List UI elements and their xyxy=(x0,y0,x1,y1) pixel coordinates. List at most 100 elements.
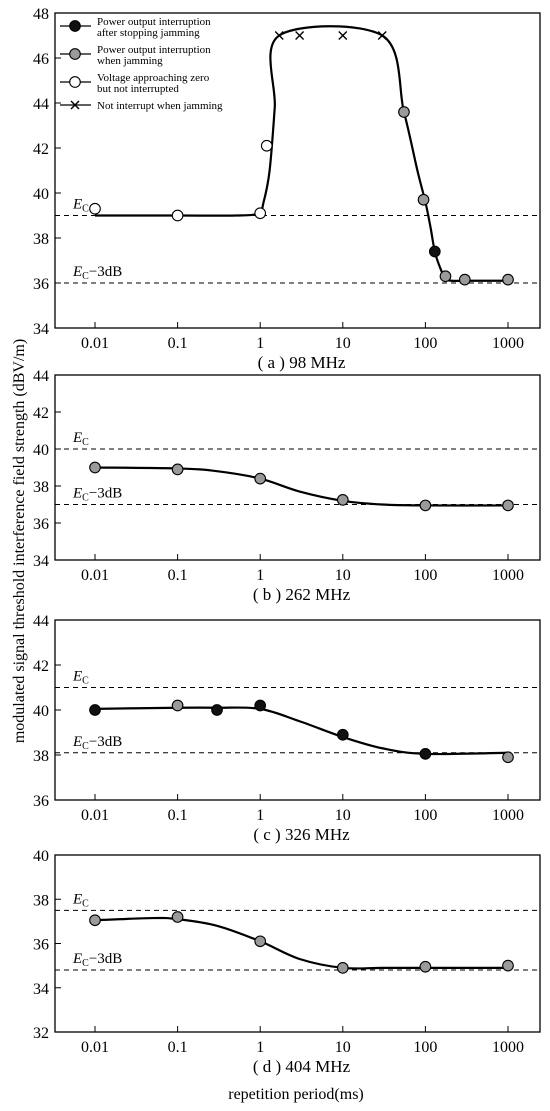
data-point-after-stop xyxy=(419,748,432,760)
y-tick-label: 40 xyxy=(33,186,49,203)
legend-marker-not-interrupt xyxy=(70,100,80,110)
legend-marker-after-stop xyxy=(69,20,81,32)
legend-text: Power output interruption xyxy=(97,16,211,28)
data-point-when-jam xyxy=(502,751,514,764)
ec-label: EC xyxy=(72,669,89,687)
series-curve xyxy=(94,916,508,970)
x-tick-label: 1000 xyxy=(492,1039,524,1056)
y-tick-label: 40 xyxy=(33,848,49,865)
x-axis-label: repetition period(ms) xyxy=(228,1086,364,1103)
x-tick-label: 100 xyxy=(413,335,437,352)
data-point-after-stop xyxy=(428,245,441,258)
data-point-near-zero xyxy=(89,202,101,215)
y-tick-label: 44 xyxy=(33,96,49,113)
data-point-when-jam xyxy=(439,270,452,283)
data-point-when-jam xyxy=(458,273,471,286)
y-tick-label: 42 xyxy=(33,658,49,675)
panel-subtitle: ( b ) 262 MHz xyxy=(253,585,351,604)
y-tick-label: 34 xyxy=(33,981,49,998)
ec-3db-label: EC−3dB xyxy=(72,951,122,969)
ec-3db-label: EC−3dB xyxy=(72,486,122,504)
y-tick-label: 34 xyxy=(33,553,49,570)
series-curve xyxy=(94,706,509,756)
y-tick-label: 38 xyxy=(33,231,49,248)
data-point-when-jam xyxy=(254,472,267,485)
chart-panels: 34 36 38 40 42 44 46 48 0.01 0.1 1 10 100 1000 ( a ) 9… xyxy=(33,6,541,1076)
legend-text: Not interrupt when jamming xyxy=(97,100,223,112)
x-tick-label: 10 xyxy=(335,567,351,584)
plot-frame xyxy=(54,619,541,801)
data-point-not-interrupt-b xyxy=(295,31,305,40)
x-tick-label: 1000 xyxy=(492,335,524,352)
legend-text: after stopping jamming xyxy=(97,27,200,39)
y-tick-label: 42 xyxy=(33,141,49,158)
series-curve xyxy=(94,466,509,507)
y-tick-label: 44 xyxy=(33,368,49,385)
data-point-not-interrupt xyxy=(295,31,305,40)
data-point-when-jam xyxy=(417,193,430,206)
panel-3: 32 34 36 38 40 0.01 0.1 1 10 100 1000 ( d ) 404 MHz… xyxy=(33,848,541,1076)
y-tick-label: 38 xyxy=(33,892,49,909)
legend-text: Voltage approaching zero xyxy=(97,72,210,84)
panel-0: 34 36 38 40 42 44 46 48 0.01 0.1 1 10 100 1000 ( a ) 9… xyxy=(33,6,541,372)
x-tick-label: 1 xyxy=(256,807,264,824)
panel-subtitle: ( a ) 98 MHz xyxy=(258,353,346,372)
data-point-not-interrupt-b xyxy=(338,31,348,40)
x-tick-label: 0.1 xyxy=(168,335,188,352)
y-tick-label: 36 xyxy=(33,793,49,810)
y-tick-label: 46 xyxy=(33,51,49,68)
data-point-when-jam xyxy=(502,273,514,286)
data-point-near-zero xyxy=(171,209,184,222)
x-tick-label: 0.01 xyxy=(81,1039,109,1056)
data-point-when-jam xyxy=(419,960,432,973)
x-tick-label: 0.1 xyxy=(168,807,188,824)
x-tick-label: 100 xyxy=(413,567,437,584)
ec-3db-label: EC−3dB xyxy=(72,734,122,752)
y-tick-label: 40 xyxy=(33,442,49,459)
data-point-when-jam xyxy=(171,911,184,923)
plot-frame xyxy=(54,854,541,1033)
data-point-after-stop xyxy=(211,704,223,716)
y-tick-label: 36 xyxy=(33,276,49,293)
y-tick-label: 32 xyxy=(33,1025,49,1042)
y-tick-label: 42 xyxy=(33,405,49,422)
y-tick-label: 40 xyxy=(33,703,49,720)
data-point-when-jam xyxy=(502,499,514,512)
data-point-when-jam xyxy=(502,959,514,972)
panel-subtitle: ( d ) 404 MHz xyxy=(253,1057,351,1076)
x-tick-label: 1000 xyxy=(492,807,524,824)
legend-marker-when-jam xyxy=(69,48,81,60)
legend-text: when jamming xyxy=(97,55,163,67)
ec-label: EC xyxy=(72,430,89,448)
data-point-when-jam xyxy=(336,961,349,974)
ec-label: EC xyxy=(72,891,89,909)
data-point-not-interrupt xyxy=(338,31,348,40)
x-tick-label: 1 xyxy=(256,567,264,584)
x-tick-label: 0.1 xyxy=(168,567,188,584)
y-tick-label: 48 xyxy=(33,6,49,23)
y-tick-label: 44 xyxy=(33,613,49,630)
data-point-not-interrupt xyxy=(377,31,387,40)
data-point-when-jam xyxy=(336,494,349,506)
data-point-not-interrupt-b xyxy=(274,31,284,40)
data-point-when-jam xyxy=(89,461,101,474)
data-point-when-jam xyxy=(254,935,267,948)
y-tick-label: 34 xyxy=(33,321,49,338)
panel-1: 34 36 38 40 42 44 0.01 0.1 1 10 100 1000 ( b ) 262 M… xyxy=(33,368,541,604)
plot-frame xyxy=(54,12,541,329)
y-tick-label: 38 xyxy=(33,748,49,765)
legend-marker-not-interrupt-b xyxy=(70,100,80,110)
ec-label: EC xyxy=(72,197,89,215)
x-tick-label: 1 xyxy=(256,335,264,352)
x-tick-label: 10 xyxy=(335,335,351,352)
x-tick-label: 0.01 xyxy=(81,807,109,824)
ec-3db-label: EC−3dB xyxy=(72,264,122,282)
data-point-not-interrupt-b xyxy=(377,31,387,40)
x-tick-label: 100 xyxy=(413,807,437,824)
x-tick-label: 10 xyxy=(335,1039,351,1056)
legend-marker-near-zero xyxy=(69,76,81,88)
data-point-when-jam xyxy=(89,914,101,927)
data-point-after-stop xyxy=(254,699,267,712)
